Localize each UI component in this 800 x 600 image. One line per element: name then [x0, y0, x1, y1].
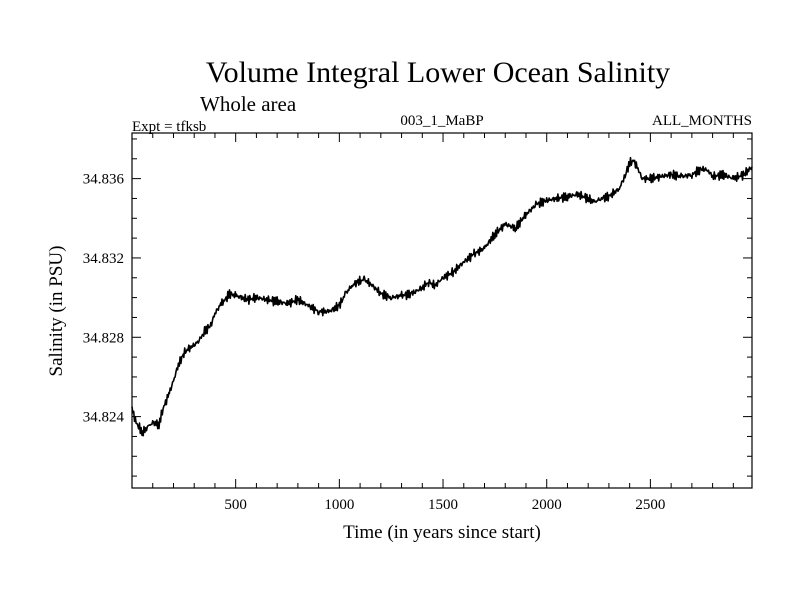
x-axis-label: Time (in years since start) — [343, 522, 541, 543]
plot-frame — [131, 132, 753, 489]
y-tick-label: 34.824 — [83, 410, 125, 426]
y-axis-label: Salinity (in PSU) — [46, 246, 67, 377]
salinity-series-line — [131, 156, 753, 437]
chart-subtitle: Whole area — [200, 92, 297, 116]
axis-ticks — [132, 133, 752, 488]
x-tick-label: 1500 — [428, 497, 458, 513]
y-tick-label: 34.836 — [83, 172, 125, 188]
y-tick-label: 34.832 — [83, 251, 124, 267]
y-tick-label: 34.828 — [83, 330, 124, 346]
chart-title: Volume Integral Lower Ocean Salinity — [206, 56, 670, 89]
x-tick-label: 2000 — [532, 497, 562, 513]
months-label: ALL_MONTHS — [652, 113, 752, 129]
x-tick-label: 2500 — [635, 497, 665, 513]
axis-tick-labels: 500 1000 1500 2000 2500 34.824 34.828 34.832 34.… — [83, 172, 666, 513]
x-tick-label: 500 — [224, 497, 247, 513]
x-tick-label: 1000 — [324, 497, 354, 513]
experiment-label: Expt = tfksb — [132, 119, 206, 135]
run-id-label: 003_1_MaBP — [400, 113, 483, 129]
